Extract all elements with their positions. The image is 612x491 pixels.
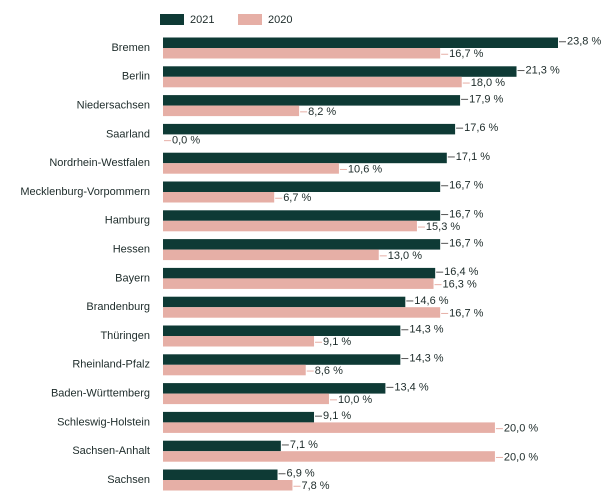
legend-swatch [160, 14, 184, 25]
value-label: 23,8 % [567, 36, 601, 48]
category-label: Hamburg [105, 215, 150, 227]
bar [163, 440, 281, 452]
bar [163, 181, 441, 192]
value-label: 20,0 % [504, 451, 538, 463]
value-label: 17,1 % [456, 151, 490, 163]
bar [163, 422, 495, 433]
value-label: 17,6 % [464, 122, 498, 134]
bar [163, 364, 306, 376]
bar [163, 296, 406, 308]
category-label: Thüringen [100, 330, 150, 342]
bar [163, 76, 462, 88]
value-label: 16,7 % [449, 237, 483, 249]
category-label: Rheinland-Pfalz [72, 359, 150, 371]
value-label: 21,3 % [526, 64, 560, 76]
bar [163, 278, 434, 289]
value-label: 13,0 % [388, 250, 422, 262]
bar [163, 210, 441, 221]
value-label: 17,9 % [469, 93, 503, 105]
category-label: Sachsen-Anhalt [72, 445, 150, 457]
category-label: Bremen [111, 42, 150, 54]
value-label: 10,0 % [338, 394, 372, 406]
bar [163, 451, 495, 462]
bar [163, 95, 461, 106]
value-label: 14,3 % [409, 324, 443, 336]
value-label: 15,3 % [426, 221, 460, 233]
bar [163, 163, 339, 174]
bar [163, 411, 315, 423]
value-label: 16,7 % [449, 48, 483, 60]
value-label: 14,3 % [409, 352, 443, 364]
bar [163, 383, 386, 394]
value-label: 16,7 % [449, 307, 483, 319]
bar [163, 192, 275, 203]
category-label: Nordrhein-Westfalen [49, 157, 150, 169]
value-label: 6,7 % [283, 192, 311, 204]
value-label: 7,1 % [290, 439, 318, 451]
category-label: Mecklenburg-Vorpommern [20, 186, 150, 198]
value-label: 16,3 % [443, 279, 477, 291]
bar [163, 66, 517, 77]
bar [163, 469, 278, 480]
value-label: 8,6 % [315, 365, 343, 377]
bar [163, 123, 456, 135]
category-label: Baden-Württemberg [51, 388, 150, 400]
value-label: 6,9 % [287, 468, 315, 480]
bar [163, 336, 315, 347]
value-label: 9,1 % [323, 336, 351, 348]
bar [163, 48, 441, 59]
value-label: 10,6 % [348, 163, 382, 175]
category-label: Bayern [115, 272, 150, 284]
bar [163, 249, 379, 261]
category-label: Berlin [122, 71, 150, 83]
bar [163, 105, 300, 117]
value-label: 8,2 % [308, 106, 336, 118]
bar [163, 37, 558, 48]
value-label: 7,8 % [301, 480, 329, 491]
bar [163, 307, 441, 318]
bar [163, 239, 441, 250]
bar [163, 220, 417, 232]
bar [163, 267, 436, 279]
legend-label: 2020 [268, 14, 292, 26]
category-label: Sachsen [107, 474, 150, 486]
legend-label: 2021 [190, 14, 214, 26]
value-label: 20,0 % [504, 423, 538, 435]
bar [163, 325, 401, 336]
legend-swatch [238, 14, 262, 25]
bar [163, 480, 293, 491]
bar [163, 152, 447, 164]
category-label: Saarland [106, 128, 150, 140]
bar [163, 393, 329, 405]
bar [163, 354, 401, 365]
value-label: 0,0 % [172, 135, 200, 147]
value-label: 13,4 % [394, 381, 428, 393]
category-label: Brandenburg [86, 301, 150, 313]
value-label: 16,4 % [444, 266, 478, 278]
value-label: 9,1 % [323, 410, 351, 422]
value-label: 16,7 % [449, 208, 483, 220]
category-label: Schleswig-Holstein [57, 416, 150, 428]
category-label: Hessen [113, 244, 150, 256]
category-label: Niedersachsen [77, 100, 150, 112]
value-label: 18,0 % [471, 77, 505, 89]
value-label: 14,6 % [414, 295, 448, 307]
value-label: 16,7 % [449, 180, 483, 192]
